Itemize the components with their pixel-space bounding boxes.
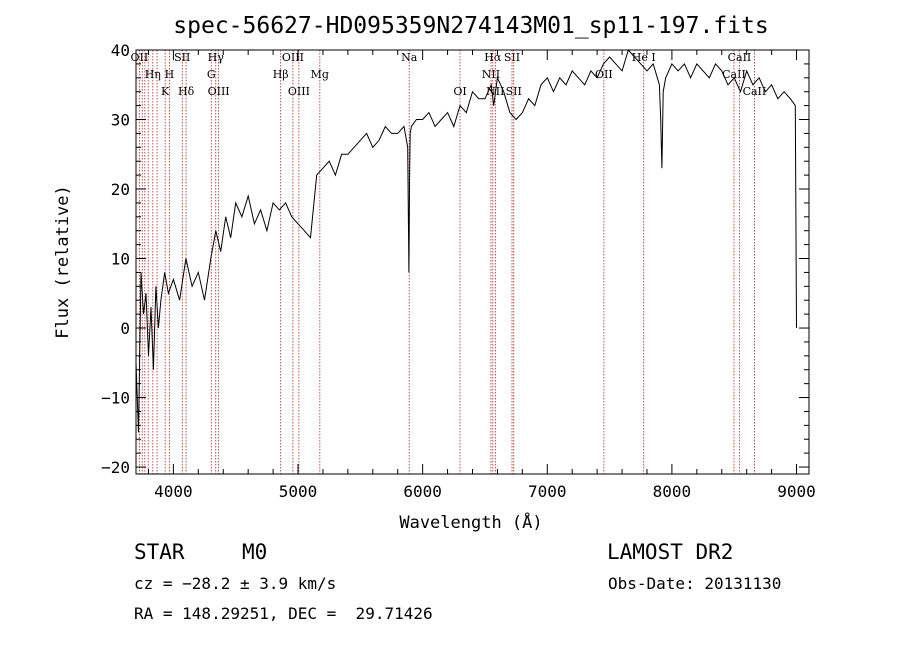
survey-name: LAMOST DR2 [607, 540, 734, 564]
x-tick-label-2: 6000 [403, 482, 442, 501]
object-class: STAR [134, 540, 185, 564]
y-tick-label-4: 20 [111, 180, 130, 199]
redshift-cz: cz = −28.2 ± 3.9 km/s [134, 574, 337, 593]
y-tick-label-1: −10 [101, 389, 130, 408]
y-tick-label-5: 30 [111, 111, 130, 130]
line-label-7: H [165, 68, 175, 81]
line-label-4: Hη [145, 68, 161, 81]
x-tick-label-4: 8000 [653, 482, 692, 501]
line-label-11: Hγ [208, 51, 225, 64]
line-label-10: G [207, 68, 216, 81]
line-label-13: Hβ [273, 68, 289, 81]
line-label-14: OIII [282, 51, 304, 64]
x-tick-label-3: 7000 [528, 482, 567, 501]
emission-line-markers: OIIHηKHSIIHδGHγOIIIHβOIIIOIIIMgNaOINIIHα… [131, 50, 767, 474]
line-label-9: Hδ [178, 85, 195, 98]
line-label-27: CaII [728, 51, 752, 64]
line-label-15: OIII [288, 85, 310, 98]
spectrum-line [135, 48, 797, 433]
line-label-6: K [161, 85, 170, 98]
x-tick-label-0: 4000 [154, 482, 193, 501]
line-label-24: OII [595, 68, 613, 81]
x-tick-label-1: 5000 [279, 482, 318, 501]
line-label-23: SII [506, 85, 522, 98]
y-tick-label-6: 40 [111, 41, 130, 60]
line-label-28: CaII [743, 85, 767, 98]
line-label-26: CaII [722, 68, 746, 81]
line-label-22: SII [504, 51, 520, 64]
x-tick-label-5: 9000 [777, 482, 816, 501]
y-axis-label: Flux (relative) [53, 185, 73, 339]
y-tick-label-2: 0 [120, 319, 130, 338]
ra-dec: RA = 148.29251, DEC = 29.71426 [134, 604, 433, 623]
x-axis-label: Wavelength (Å) [399, 511, 542, 533]
line-label-12: OIII [208, 85, 230, 98]
line-label-16: Mg [311, 68, 329, 81]
y-tick-label-0: −20 [101, 458, 130, 477]
line-label-20: Hα [484, 51, 502, 64]
observation-date: Obs-Date: 20131130 [608, 574, 782, 593]
plot-frame [135, 49, 810, 475]
line-label-17: Na [401, 51, 418, 64]
line-label-18: OI [453, 85, 466, 98]
line-label-0: OII [131, 51, 149, 64]
object-subclass: M0 [242, 540, 268, 564]
line-label-8: SII [174, 51, 190, 64]
chart-title: spec-56627-HD095359N274143M01_sp11-197.f… [173, 13, 768, 39]
axes: 4000 5000 6000 7000 8000 9000 −20 −10 0 10 20 30 40 [101, 41, 816, 501]
y-tick-label-3: 10 [111, 250, 130, 269]
